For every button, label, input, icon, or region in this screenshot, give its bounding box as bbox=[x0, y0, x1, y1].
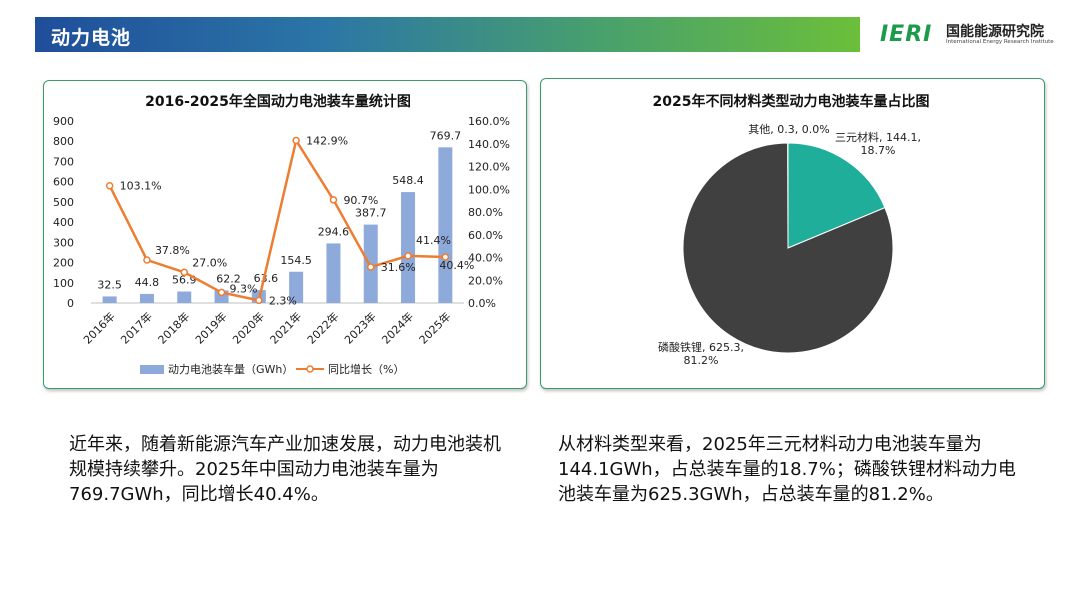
header-banner: 动力电池 bbox=[35, 17, 860, 52]
bar-line-chart-panel: 2016-2025年全国动力电池装车量统计图 0 100 200 300 400 500 60… bbox=[43, 80, 527, 389]
y2-tick-label: 20.0% bbox=[468, 274, 503, 287]
description-right: 从材料类型来看，2025年三元材料动力电池装车量为144.1GWh，占总装车量的… bbox=[558, 434, 1016, 505]
pie-slice bbox=[682, 142, 894, 354]
x-tick-label: 2019年 bbox=[192, 309, 229, 346]
page-title: 动力电池 bbox=[51, 27, 132, 49]
growth-point bbox=[329, 196, 338, 204]
description-left: 近年来，随着新能源汽车产业加速发展，动力电池装机规模持续攀升。2025年中国动力… bbox=[69, 434, 501, 505]
legend-line-label: 同比增长（%） bbox=[328, 362, 404, 376]
line-data-label: 103.1% bbox=[120, 180, 162, 193]
growth-point bbox=[217, 288, 226, 297]
x-tick-label: 2020年 bbox=[229, 309, 266, 346]
line-data-label: 41.4% bbox=[416, 234, 451, 247]
bar bbox=[401, 192, 416, 303]
x-tick-label: 2024年 bbox=[379, 309, 416, 346]
bar-data-label: 548.4 bbox=[392, 174, 424, 187]
growth-line bbox=[108, 137, 446, 302]
y-tick-label: 700 bbox=[53, 155, 74, 168]
logo-name: 国能能源研究院 bbox=[946, 24, 1044, 40]
bar bbox=[139, 293, 154, 303]
pie-label: 18.7% bbox=[861, 144, 896, 157]
bar bbox=[177, 291, 192, 303]
growth-point bbox=[180, 268, 188, 277]
line-data-label: 142.9% bbox=[306, 134, 348, 147]
x-tick-label: 2022年 bbox=[304, 309, 341, 346]
bar-data-label: 44.8 bbox=[135, 276, 160, 289]
chart-title: 2016-2025年全国动力电池装车量统计图 bbox=[145, 93, 411, 110]
pie-label: 磷酸铁锂, 625.3, bbox=[658, 340, 744, 354]
y2-tick-label: 160.0% bbox=[468, 115, 510, 128]
x-tick-label: 2021年 bbox=[267, 309, 304, 346]
y-tick-label: 200 bbox=[53, 257, 74, 270]
y-tick-label: 800 bbox=[53, 135, 74, 148]
y2-tick-label: 80.0% bbox=[468, 206, 503, 219]
bar bbox=[326, 243, 341, 303]
bar bbox=[438, 147, 453, 303]
y-tick-label: 900 bbox=[53, 115, 74, 128]
growth-point bbox=[105, 181, 114, 190]
growth-point bbox=[367, 263, 375, 271]
logo-mark: IERI bbox=[880, 22, 933, 47]
growth-point bbox=[143, 256, 151, 264]
x-tick-label: 2023年 bbox=[341, 309, 378, 346]
pie-label: 其他, 0.3, 0.0% bbox=[748, 123, 829, 136]
line-data-label: 37.8% bbox=[155, 244, 190, 257]
growth-point bbox=[404, 252, 412, 260]
ieri-logo: IERI 国能能源研究院 International Energy Resear… bbox=[880, 20, 1060, 50]
bar-line-chart: 2016-2025年全国动力电池装车量统计图 0 100 200 300 400 500 60… bbox=[53, 93, 510, 376]
bar-data-label: 63.6 bbox=[254, 272, 279, 285]
y2-tick-label: 140.0% bbox=[468, 138, 510, 151]
pie-label: 三元材料, 144.1, bbox=[835, 130, 921, 144]
legend-bar-label: 动力电池装车量（GWh） bbox=[168, 362, 293, 376]
legend-line-marker bbox=[306, 365, 314, 373]
y2-tick-label: 0.0% bbox=[468, 297, 496, 310]
y-tick-label: 400 bbox=[53, 216, 74, 229]
y-tick-label: 600 bbox=[53, 176, 74, 189]
bar-data-label: 294.6 bbox=[318, 225, 350, 238]
growth-point bbox=[255, 296, 263, 305]
logo-subtitle: International Energy Research Institute bbox=[946, 39, 1054, 45]
bar bbox=[289, 271, 304, 303]
y-tick-label: 500 bbox=[53, 196, 74, 209]
bar-data-label: 769.7 bbox=[430, 129, 462, 142]
y-tick-label: 0 bbox=[67, 297, 74, 310]
chart-title: 2025年不同材料类型动力电池装车量占比图 bbox=[653, 93, 930, 110]
x-tick-label: 2017年 bbox=[118, 309, 155, 346]
bar-data-label: 387.7 bbox=[355, 207, 387, 220]
bar-data-label: 154.5 bbox=[280, 254, 312, 267]
line-data-label: 27.0% bbox=[192, 256, 227, 269]
pie-chart-panel: 2025年不同材料类型动力电池装车量占比图三元材料, 144.1, 18.7% 磷酸… bbox=[540, 78, 1045, 389]
line-data-label: 40.4% bbox=[439, 259, 474, 272]
pie-slice bbox=[787, 142, 886, 249]
growth-point bbox=[292, 136, 300, 145]
y-tick-label: 300 bbox=[53, 236, 74, 249]
y2-tick-label: 40.0% bbox=[468, 252, 503, 265]
bar-data-label: 32.5 bbox=[97, 278, 122, 291]
bar-data-label: 62.2 bbox=[216, 272, 241, 285]
y-tick-label: 100 bbox=[53, 277, 74, 290]
line-data-label: 2.3% bbox=[269, 294, 297, 307]
legend-bar-swatch bbox=[140, 365, 164, 374]
x-tick-label: 2016年 bbox=[80, 309, 117, 346]
y2-tick-label: 60.0% bbox=[468, 229, 503, 242]
bar bbox=[102, 296, 117, 303]
growth-point bbox=[441, 253, 450, 261]
x-tick-label: 2025年 bbox=[416, 309, 453, 346]
x-tick-label: 2018年 bbox=[155, 309, 192, 346]
line-data-label: 31.6% bbox=[381, 261, 416, 274]
y2-tick-label: 120.0% bbox=[468, 161, 510, 174]
line-data-label: 9.3% bbox=[230, 282, 258, 295]
y2-tick-label: 100.0% bbox=[468, 183, 510, 196]
line-data-label: 90.7% bbox=[343, 194, 378, 207]
pie-label: 81.2% bbox=[684, 354, 719, 367]
